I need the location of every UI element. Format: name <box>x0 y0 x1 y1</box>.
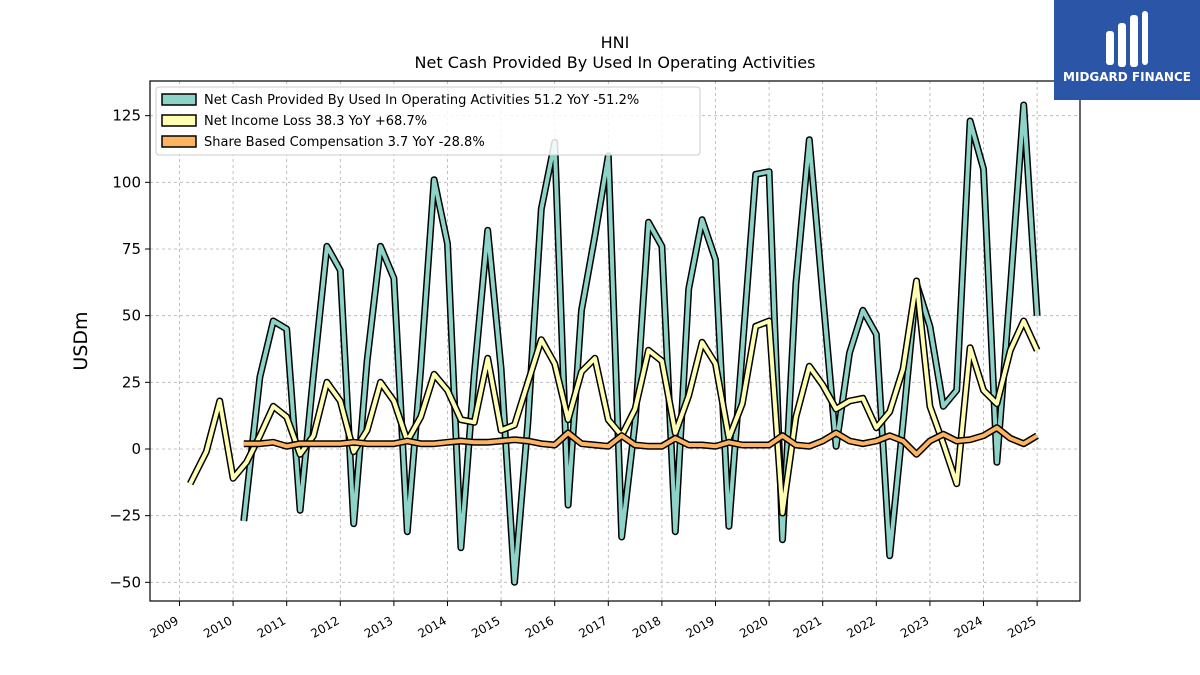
x-tick-label: 2015 <box>469 613 502 640</box>
legend-label-net-income: Net Income Loss 38.3 YoY +68.7% <box>204 114 427 129</box>
series-lines <box>187 101 1041 586</box>
y-axis-label: USDm <box>70 311 92 370</box>
y-tick-label: −50 <box>109 573 141 591</box>
y-tick-label: 0 <box>131 440 141 458</box>
midgard-logo-icon <box>1106 11 1148 67</box>
x-tick-label: 2024 <box>952 613 985 640</box>
y-tick-label: 25 <box>122 373 141 391</box>
x-tick-label: 2016 <box>523 613 556 640</box>
y-tick-label: 50 <box>122 307 141 325</box>
x-tick-label: 2019 <box>684 613 717 640</box>
legend-swatch-sbc <box>161 135 197 148</box>
x-tick-label: 2025 <box>1005 613 1038 640</box>
legend-swatch-ocf <box>161 93 197 106</box>
chart-title: HNI <box>601 33 630 52</box>
legend-label-ocf: Net Cash Provided By Used In Operating A… <box>204 93 639 108</box>
legend-entry-net-income: Net Income Loss 38.3 YoY +68.7% <box>161 114 427 129</box>
x-tick-label: 2010 <box>201 613 234 640</box>
y-tick-label: 75 <box>122 240 141 258</box>
series-line-ocf <box>241 103 1040 585</box>
x-tick-label: 2023 <box>898 613 931 640</box>
x-tick-label: 2014 <box>416 613 449 640</box>
legend-entry-sbc: Share Based Compensation 3.7 YoY -28.8% <box>161 135 485 150</box>
logo-text: MIDGARD FINANCE <box>1063 70 1191 84</box>
x-tick-label: 2012 <box>308 613 341 640</box>
x-tick-label: 2011 <box>255 613 288 640</box>
legend-entry-ocf: Net Cash Provided By Used In Operating A… <box>161 93 639 108</box>
x-tick-label: 2009 <box>148 613 181 640</box>
legend: Net Cash Provided By Used In Operating A… <box>155 86 701 156</box>
x-tick-label: 2013 <box>362 613 395 640</box>
x-tick-label: 2022 <box>844 613 877 640</box>
y-tick-label: 100 <box>112 173 141 191</box>
plot-frame <box>149 80 1081 602</box>
x-tick-label: 2020 <box>737 613 770 640</box>
y-axis: −50 −25 0 25 50 75 100 125 <box>109 107 150 591</box>
x-axis: 2009 2010 2011 2012 2013 2014 2015 2016 2017 2018… <box>148 601 1039 641</box>
series-line-net-income <box>188 279 1039 515</box>
logo-background <box>1054 0 1200 100</box>
series-line-sbc <box>243 425 1039 457</box>
chart-subtitle: Net Cash Provided By Used In Operating A… <box>415 53 816 72</box>
x-tick-label: 2021 <box>791 613 824 640</box>
legend-label-sbc: Share Based Compensation 3.7 YoY -28.8% <box>204 135 485 150</box>
y-tick-label: 125 <box>112 107 141 125</box>
legend-frame <box>155 86 701 156</box>
y-tick-label: −25 <box>109 507 141 525</box>
x-tick-label: 2018 <box>630 613 663 640</box>
legend-swatch-net-income <box>161 114 197 127</box>
x-tick-label: 2017 <box>576 613 609 640</box>
midgard-finance-logo: MIDGARD FINANCE <box>1054 0 1200 100</box>
